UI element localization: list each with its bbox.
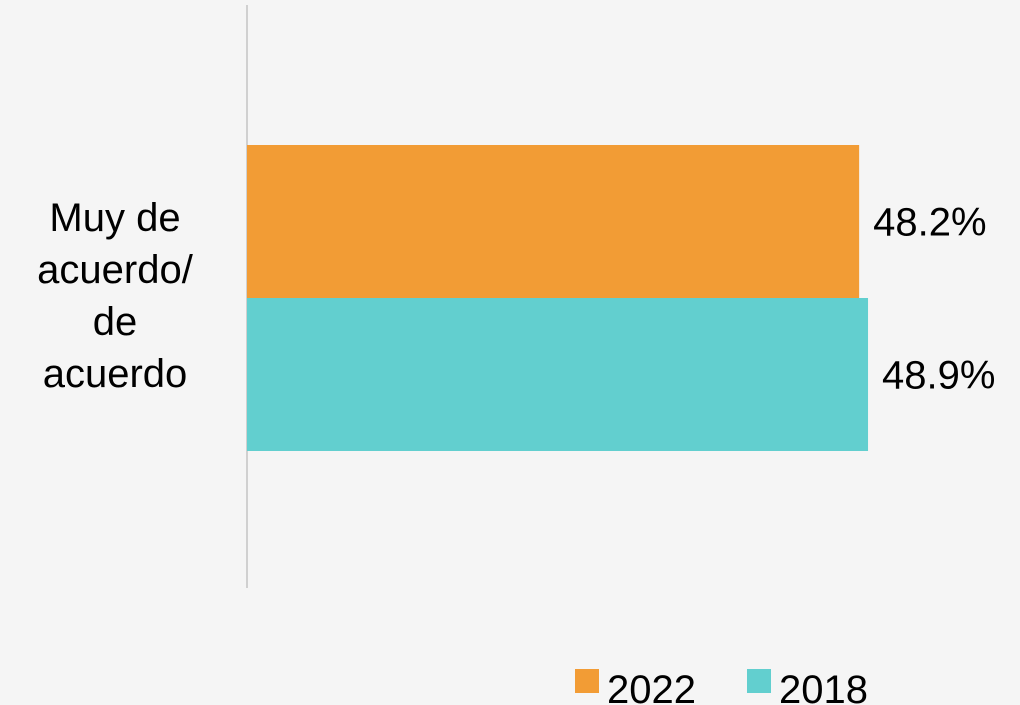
- category-label: Muy de acuerdo/de acuerdo: [37, 196, 194, 396]
- legend-swatch-2018: [747, 669, 771, 693]
- category-label-line: de: [93, 300, 138, 344]
- legend-swatch-2022: [575, 669, 599, 693]
- bars-group: [247, 145, 869, 451]
- category-label-group: Muy de acuerdo/de acuerdo: [37, 196, 194, 396]
- data-label-2022: 48.2%: [873, 201, 986, 245]
- data-labels-group: 48.2% 48.9%: [873, 201, 995, 398]
- category-label-line: acuerdo: [43, 352, 188, 396]
- legend: 2022 2018: [575, 668, 868, 705]
- bar-2018: [247, 298, 869, 451]
- category-label-line: Muy de: [49, 196, 180, 240]
- legend-label-2022: 2022: [607, 668, 696, 705]
- data-label-2018: 48.9%: [882, 354, 995, 398]
- bar-2022: [247, 145, 860, 298]
- legend-label-2018: 2018: [779, 668, 868, 705]
- category-label-line: acuerdo/: [37, 248, 194, 292]
